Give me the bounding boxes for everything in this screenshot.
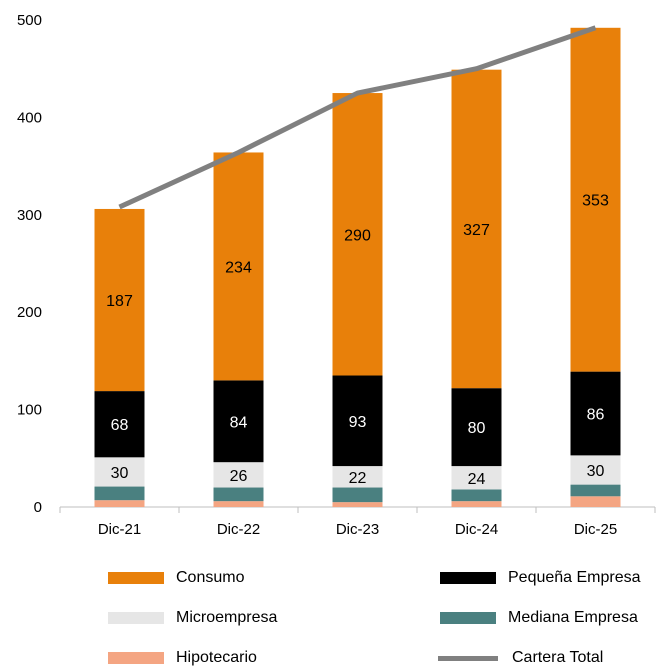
bar-hipotecario-dic-23 (332, 502, 383, 507)
data-label-microempresa-dic-23: 22 (349, 470, 367, 487)
bar-pequena-empresa-dic-23 (332, 375, 383, 467)
y-tick-label: 300 (17, 207, 42, 224)
bar-hipotecario-dic-24 (451, 501, 502, 507)
legend-label-mediana-empresa: Mediana Empresa (508, 609, 638, 626)
y-tick-label: 500 (17, 12, 42, 29)
bar-microempresa-dic-25 (570, 455, 621, 485)
legend-line-cartera-total (438, 655, 498, 661)
bar-hipotecario-dic-21 (94, 500, 145, 507)
data-label-consumo-dic-24: 327 (463, 222, 490, 239)
data-label-pequena-empresa-dic-24: 80 (468, 420, 486, 437)
bar-pequena-empresa-dic-22 (213, 380, 264, 463)
bar-pequena-empresa-dic-21 (94, 391, 145, 458)
y-tick-label: 100 (17, 402, 42, 419)
data-label-pequena-empresa-dic-22: 84 (230, 414, 248, 431)
bar-microempresa-dic-24 (451, 466, 502, 490)
bar-consumo-dic-24 (451, 69, 502, 389)
legend-item-pequena-empresa: Pequeña Empresa (440, 568, 641, 588)
legend-label-pequena-empresa: Pequeña Empresa (508, 569, 641, 586)
data-label-consumo-dic-21: 187 (106, 293, 133, 310)
y-tick-label: 0 (34, 499, 42, 516)
legend-label-hipotecario: Hipotecario (176, 649, 257, 666)
legend-swatch-mediana-empresa (440, 612, 496, 624)
legend-item-microempresa: Microempresa (108, 608, 277, 628)
data-label-pequena-empresa-dic-23: 93 (349, 414, 367, 431)
bar-microempresa-dic-22 (213, 462, 264, 488)
legend-item-hipotecario: Hipotecario (108, 648, 257, 668)
bar-mediana-empresa-dic-25 (570, 484, 621, 497)
data-label-microempresa-dic-21: 30 (111, 465, 129, 482)
bar-hipotecario-dic-25 (570, 496, 621, 507)
bar-consumo-dic-22 (213, 152, 264, 381)
bar-mediana-empresa-dic-23 (332, 487, 383, 503)
bar-microempresa-dic-21 (94, 457, 145, 487)
data-label-consumo-dic-22: 234 (225, 259, 252, 276)
data-label-pequena-empresa-dic-25: 86 (587, 406, 605, 423)
bar-consumo-dic-21 (94, 208, 145, 392)
bar-mediana-empresa-dic-21 (94, 486, 145, 501)
bar-pequena-empresa-dic-25 (570, 371, 621, 456)
bar-microempresa-dic-23 (332, 466, 383, 488)
legend-swatch-consumo (108, 572, 164, 584)
bar-mediana-empresa-dic-24 (451, 489, 502, 502)
y-tick-label: 200 (17, 304, 42, 321)
x-tick-label: Dic-21 (98, 521, 141, 538)
legend-label-consumo: Consumo (176, 569, 245, 586)
data-label-pequena-empresa-dic-21: 68 (111, 417, 129, 434)
legend-label-cartera-total: Cartera Total (512, 649, 604, 666)
legend-swatch-microempresa (108, 612, 164, 624)
legend-swatch-pequena-empresa (440, 572, 496, 584)
line-cartera-total (118, 25, 597, 210)
x-tick-label: Dic-24 (455, 521, 498, 538)
legend-item-consumo: Consumo (108, 568, 244, 588)
data-label-microempresa-dic-25: 30 (587, 463, 605, 480)
stacked-bar-chart: 0 100 200 300 400 500 30 68 187 Dic-21 26 84 234 Dic-… (17, 12, 656, 538)
bar-pequena-empresa-dic-24 (451, 388, 502, 467)
legend-item-cartera-total: Cartera Total (438, 648, 603, 668)
data-label-consumo-dic-23: 290 (344, 227, 371, 244)
bar-consumo-dic-25 (570, 27, 621, 372)
bar-hipotecario-dic-22 (213, 501, 264, 507)
data-label-consumo-dic-25: 353 (582, 193, 609, 210)
data-label-microempresa-dic-22: 26 (230, 468, 248, 485)
legend-item-mediana-empresa: Mediana Empresa (440, 608, 638, 628)
bar-mediana-empresa-dic-22 (213, 487, 264, 502)
x-tick-label: Dic-22 (217, 521, 260, 538)
bar-consumo-dic-23 (332, 93, 383, 376)
x-tick-label: Dic-23 (336, 521, 379, 538)
data-label-microempresa-dic-24: 24 (468, 471, 486, 488)
legend-label-microempresa: Microempresa (176, 609, 278, 626)
y-tick-label: 400 (17, 109, 42, 126)
legend-swatch-hipotecario (108, 652, 164, 664)
x-tick-label: Dic-25 (574, 521, 617, 538)
